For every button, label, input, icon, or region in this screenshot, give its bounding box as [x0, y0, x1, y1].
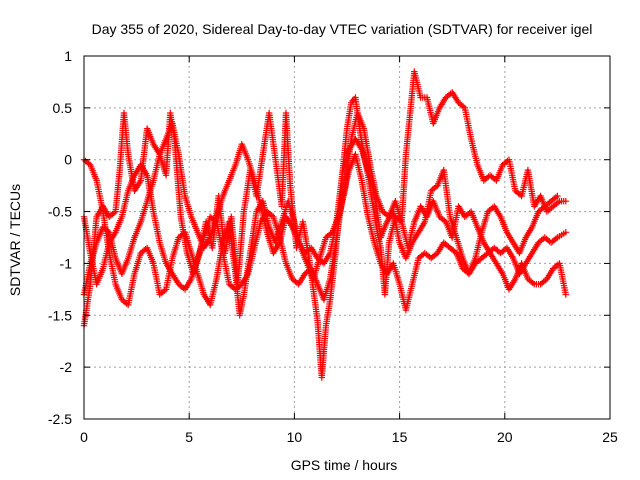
- series-satellite-track-4: [80, 120, 561, 298]
- plot-frame: [83, 55, 611, 420]
- x-tick-label: 25: [602, 429, 618, 445]
- x-tick-label: 20: [497, 429, 513, 445]
- y-tick-label: -2: [60, 359, 73, 375]
- y-tick-label: 0: [64, 152, 72, 168]
- x-tick-label: 10: [287, 429, 303, 445]
- data-point: [562, 198, 569, 205]
- data-point: [562, 229, 569, 236]
- x-tick-labels: 0 5 10 15 20 25: [80, 429, 618, 445]
- axis-ticks: [83, 55, 611, 420]
- data-point: [104, 227, 111, 235]
- x-tick-label: 5: [185, 429, 193, 445]
- y-tick-label: -1: [60, 255, 73, 271]
- y-tick-label: 0.5: [53, 100, 73, 116]
- x-axis-title: GPS time / hours: [291, 457, 398, 473]
- y-tick-labels: -2.5 -2 -1.5 -1 -0.5 0 0.5 1: [48, 48, 72, 427]
- y-tick-label: -1.5: [48, 307, 72, 323]
- data-point: [562, 291, 569, 298]
- x-tick-label: 0: [80, 429, 88, 445]
- y-tick-label: -2.5: [48, 411, 72, 427]
- chart-title: Day 355 of 2020, Sidereal Day-to-day VTE…: [92, 21, 593, 37]
- data-points: [80, 68, 569, 381]
- y-tick-label: 1: [64, 48, 72, 64]
- x-tick-label: 15: [392, 429, 408, 445]
- data-point: [554, 192, 561, 200]
- y-tick-label: -0.5: [48, 204, 72, 220]
- y-axis-title: SDTVAR / TECUs: [7, 184, 23, 296]
- grid-lines: [84, 56, 610, 419]
